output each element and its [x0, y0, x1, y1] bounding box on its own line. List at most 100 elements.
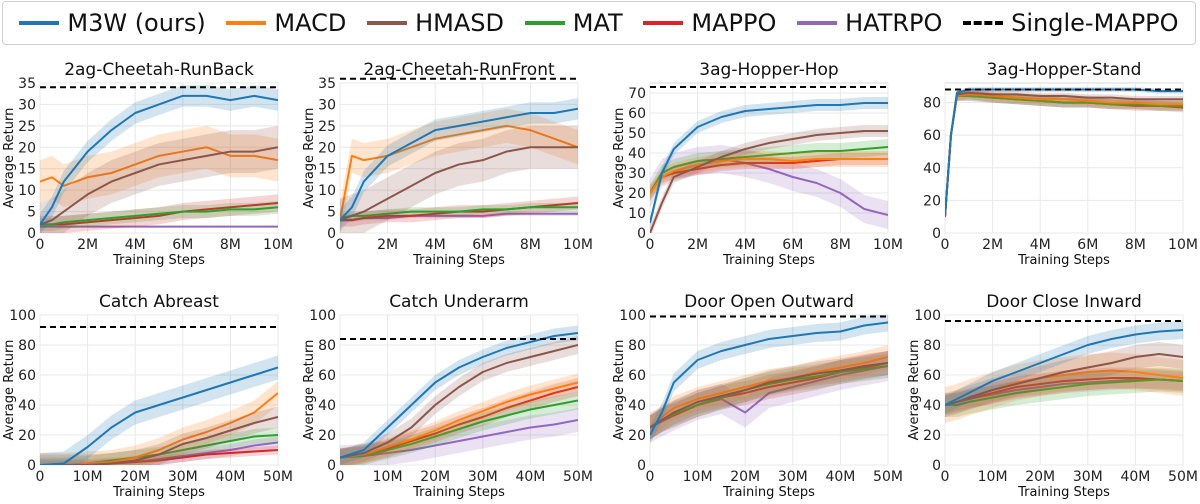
series-band — [40, 406, 278, 465]
y-tick-label: 60 — [18, 368, 36, 384]
legend-swatch — [19, 21, 60, 25]
series-band — [340, 98, 578, 231]
legend-item: M3W (ours) — [19, 9, 206, 37]
x-axis-label: Training Steps — [1017, 485, 1110, 500]
series-line — [40, 206, 278, 226]
x-tick-label: 10M — [978, 469, 1008, 485]
series-band — [945, 89, 1183, 222]
series-line — [40, 94, 278, 225]
series-line — [340, 381, 578, 459]
y-tick-label: 20 — [628, 428, 646, 444]
legend-label: M3W (ours) — [67, 9, 206, 37]
series-band — [650, 139, 888, 201]
series-band — [945, 89, 1183, 220]
series-line — [40, 146, 278, 226]
x-tick-label: 0 — [941, 237, 950, 253]
plot-series — [945, 321, 1183, 423]
plot-series — [340, 98, 578, 233]
x-tick-label: 50M — [873, 469, 903, 485]
x-tick-label: 6M — [1077, 237, 1098, 253]
series-line — [340, 399, 578, 459]
y-tick-label: 30 — [628, 166, 646, 182]
y-tick-label: 0 — [27, 458, 36, 474]
x-tick-label: 20M — [1025, 469, 1055, 485]
y-tick-label: 30 — [18, 97, 36, 113]
y-tick-label: 15 — [18, 162, 36, 178]
x-tick-label: 50M — [263, 469, 293, 485]
legend-swatch — [963, 21, 1004, 25]
y-axis-label: Average Return — [612, 108, 627, 209]
y-axis-label: Average Return — [2, 108, 17, 209]
y-tick-label: 5 — [327, 205, 336, 221]
series-line — [340, 344, 578, 459]
x-tick-label: 40M — [215, 469, 245, 485]
y-tick-label: 20 — [923, 428, 941, 444]
y-tick-label: 100 — [309, 308, 336, 324]
series-line — [340, 146, 578, 222]
x-tick-label: 0 — [941, 469, 950, 485]
y-axis-label: Average Return — [302, 108, 317, 209]
series-line — [650, 356, 888, 429]
y-tick-label: 60 — [923, 368, 941, 384]
series-band — [945, 89, 1183, 222]
x-tick-label: 4M — [125, 237, 146, 253]
x-tick-label: 2M — [687, 237, 708, 253]
x-tick-label: 40M — [515, 469, 545, 485]
x-tick-label: 40M — [825, 469, 855, 485]
legend-label: Single-MAPPO — [1011, 9, 1179, 37]
series-band — [340, 336, 578, 465]
series-line — [40, 449, 278, 465]
series-band — [650, 351, 888, 440]
x-tick-label: 20M — [730, 469, 760, 485]
chart-title: Door Open Outward — [684, 292, 854, 312]
series-line — [650, 130, 888, 233]
x-tick-label: 40M — [1120, 469, 1150, 485]
x-tick-label: 4M — [425, 237, 446, 253]
y-tick-label: 40 — [318, 398, 336, 414]
y-tick-label: 20 — [318, 140, 336, 156]
chart-title: Door Close Inward — [986, 292, 1142, 312]
y-axis-label: Average Return — [2, 340, 17, 441]
series-band — [40, 200, 278, 231]
x-tick-label: 6M — [472, 237, 493, 253]
plot-area — [944, 82, 1184, 234]
x-tick-label: 0 — [36, 237, 45, 253]
plot-series — [650, 97, 888, 233]
x-tick-label: 30M — [168, 469, 198, 485]
x-tick-label: 10M — [563, 237, 593, 253]
legend-label: MACD — [274, 9, 347, 37]
series-band — [945, 321, 1183, 414]
x-tick-label: 8M — [520, 237, 541, 253]
y-tick-label: 80 — [318, 338, 336, 354]
y-tick-label: 15 — [318, 162, 336, 178]
series-line — [40, 202, 278, 226]
x-axis-label: Training Steps — [112, 253, 205, 268]
plot-series — [40, 85, 278, 233]
y-tick-label: 60 — [923, 128, 941, 144]
x-tick-label: 6M — [172, 237, 193, 253]
x-tick-label: 0 — [336, 237, 345, 253]
series-line — [340, 332, 578, 459]
series-band — [40, 125, 278, 233]
y-tick-label: 0 — [27, 226, 36, 242]
y-tick-label: 40 — [18, 398, 36, 414]
series-line — [340, 107, 578, 221]
y-tick-label: 20 — [18, 140, 36, 156]
y-tick-label: 35 — [318, 76, 336, 92]
x-tick-label: 6M — [782, 237, 803, 253]
y-tick-label: 20 — [318, 428, 336, 444]
y-tick-label: 20 — [923, 193, 941, 209]
y-tick-label: 0 — [637, 458, 646, 474]
y-tick-label: 40 — [923, 161, 941, 177]
x-tick-label: 10M — [73, 469, 103, 485]
y-tick-label: 70 — [628, 86, 646, 102]
chart-title: 3ag-Hopper-Hop — [699, 60, 838, 80]
legend-label: HMASD — [415, 9, 504, 37]
x-tick-label: 8M — [830, 237, 851, 253]
series-line — [945, 353, 1183, 406]
series-line — [650, 146, 888, 194]
x-axis-label: Training Steps — [412, 485, 505, 500]
y-tick-label: 0 — [327, 458, 336, 474]
plot-series — [40, 355, 278, 465]
y-tick-label: 10 — [18, 183, 36, 199]
